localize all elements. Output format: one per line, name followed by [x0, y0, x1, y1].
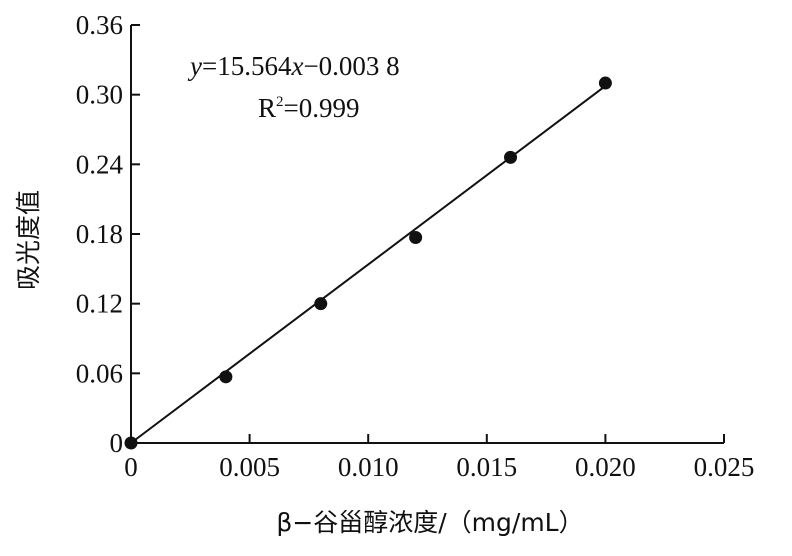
- r2-superscript: 2: [276, 94, 284, 110]
- r2-label: R: [258, 93, 276, 123]
- x-axis: 0 0.005 0.010 0.015 0.020 0.025: [124, 434, 754, 482]
- x-tick-label: 0.020: [575, 452, 636, 482]
- equation-slope: =15.564: [202, 51, 292, 81]
- x-tick-label: 0.015: [456, 452, 517, 482]
- y-ticks: 0 0.06 0.12 0.18 0.24 0.30 0.36: [76, 10, 140, 458]
- x-tick-label: 0.005: [219, 452, 280, 482]
- data-point: [598, 76, 612, 90]
- data-point: [124, 436, 138, 450]
- equation-x: x: [290, 51, 303, 81]
- data-point: [219, 370, 233, 384]
- data-point: [314, 297, 328, 311]
- x-axis-title: β−谷甾醇浓度/（mg/mL）: [276, 508, 583, 537]
- x-tick-label: 0.025: [694, 452, 755, 482]
- data-points: [124, 76, 612, 450]
- x-tick-label: 0.010: [338, 452, 399, 482]
- equation-intercept: −0.003 8: [303, 51, 399, 81]
- x-tick-label: 0: [124, 452, 138, 482]
- y-tick-label: 0.24: [76, 149, 124, 179]
- y-axis-title: 吸光度值: [14, 190, 43, 290]
- equation-y: y: [187, 51, 202, 81]
- r2-annotation: R2=0.999: [258, 93, 360, 123]
- y-tick-label: 0.30: [76, 80, 123, 110]
- data-point: [504, 150, 518, 164]
- y-tick-label: 0.06: [76, 358, 123, 388]
- x-ticks: 0 0.005 0.010 0.015 0.020 0.025: [124, 434, 754, 482]
- y-tick-label: 0.18: [76, 219, 123, 249]
- equation-annotation: y=15.564x−0.003 8: [187, 51, 400, 81]
- fit-line: [130, 85, 607, 444]
- data-point: [409, 230, 423, 244]
- r2-value: =0.999: [284, 93, 360, 123]
- y-tick-label: 0.12: [76, 289, 123, 319]
- y-tick-label: 0.36: [76, 10, 123, 40]
- y-tick-label: 0: [110, 428, 124, 458]
- y-axis: 0 0.06 0.12 0.18 0.24 0.30 0.36: [76, 10, 140, 458]
